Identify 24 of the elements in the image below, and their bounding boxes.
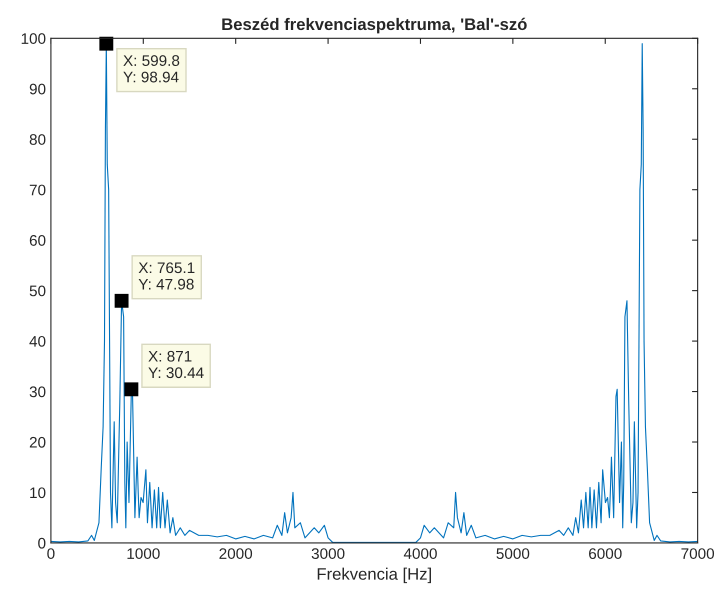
y-tick-label: 70	[30, 184, 46, 196]
x-tick-label: 2000	[219, 548, 252, 560]
y-tick-label: 40	[29, 336, 46, 347]
y-tick-label: 30	[30, 386, 46, 398]
x-tick-label: 6000	[589, 548, 622, 560]
y-tick-label: 90	[30, 84, 46, 94]
x-tick-label: 1000	[127, 548, 160, 560]
y-tick-label: 60	[30, 235, 46, 246]
x-tick-label: 7000	[681, 548, 714, 560]
y-tick-label: 20	[30, 436, 46, 448]
annotation: X: 871 Y: 30.44	[148, 350, 204, 378]
y-tick-label: 0	[38, 538, 46, 549]
y-tick-label: 10	[30, 487, 46, 498]
y-tick-label: 50	[30, 285, 46, 296]
x-tick-label: 5000	[496, 548, 530, 560]
x-axis-title: Frekvencia [Hz]	[318, 568, 431, 584]
annotation: X: 765.1 Y: 47.98	[138, 262, 194, 290]
x-tick-label: 0	[47, 548, 55, 560]
y-tick-label: 100	[22, 33, 46, 44]
x-tick-label: 3000	[312, 548, 344, 560]
annotation: X: 599.8 Y: 98.94	[123, 55, 180, 82]
x-tick-label: 4000	[404, 548, 437, 560]
chart-title: Beszéd frekvenciaspektruma, 'Bal'-szó	[222, 18, 527, 34]
y-tick-label: 80	[30, 134, 46, 145]
